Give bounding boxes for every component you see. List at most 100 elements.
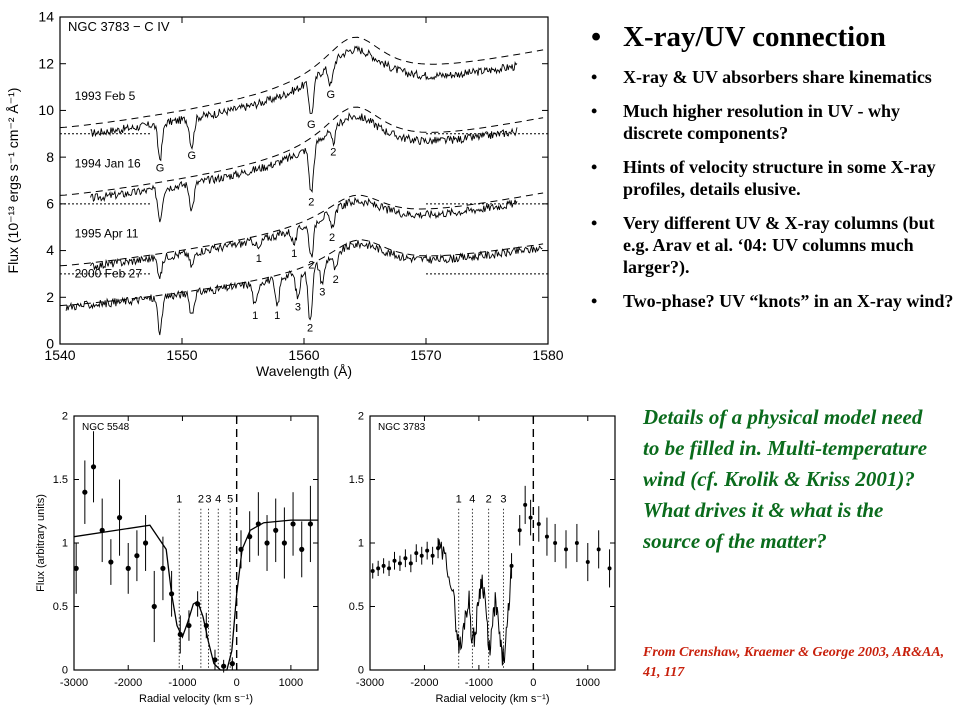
data-point — [281, 540, 287, 546]
epoch-label: 1994 Jan 16 — [75, 157, 141, 171]
component-label: 3 — [319, 286, 325, 298]
data-point — [596, 547, 601, 552]
data-point — [134, 553, 140, 559]
component-label: 2 — [308, 196, 314, 208]
continuum-fit-line — [59, 36, 544, 129]
component-label: G — [327, 89, 336, 101]
data-point — [255, 521, 261, 527]
data-point — [160, 565, 166, 571]
bullet-dot-icon: • — [591, 291, 598, 311]
component-label: G — [187, 150, 196, 162]
component-label: 1 — [291, 248, 297, 260]
data-point — [607, 566, 612, 571]
bullet-item: • Hints of velocity structure in some X-r… — [585, 156, 955, 200]
chart-title: NGC 3783 − C IV — [68, 19, 170, 34]
continuum-fit-line — [59, 192, 544, 267]
bullet-item: • Much higher resolution in UV - why disc… — [585, 100, 955, 144]
y-tick-label: 0 — [46, 336, 54, 352]
component-label: 2 — [486, 493, 492, 505]
data-point — [425, 548, 430, 553]
data-point — [142, 540, 149, 546]
data-point — [99, 527, 105, 533]
y-tick-label: 0.5 — [53, 601, 68, 613]
physical-model-note: Details of a physical model need to be f… — [643, 405, 928, 553]
data-point — [585, 560, 590, 565]
y-tick-label: 2 — [358, 411, 364, 423]
bullet-dot-icon: • — [591, 101, 598, 121]
continuum-fit-line — [59, 106, 544, 196]
y-tick-label: 10 — [38, 102, 54, 118]
bullet-item: • X-ray & UV absorbers share kinematics — [585, 66, 955, 88]
component-label: 3 — [500, 493, 506, 505]
data-point — [247, 534, 253, 540]
y-axis-label: Flux (10⁻¹³ ergs s⁻¹ cm⁻² Å⁻¹) — [5, 88, 21, 274]
component-label: 2 — [307, 323, 313, 335]
x-tick-label: 1000 — [279, 677, 303, 689]
x-tick-label: -2000 — [410, 677, 438, 689]
data-point — [169, 591, 175, 597]
chart-title: NGC 3783 — [378, 422, 426, 433]
data-point — [392, 558, 397, 563]
x-tick-label: -1000 — [465, 677, 493, 689]
component-label: 1 — [176, 493, 182, 505]
data-point — [125, 565, 131, 571]
data-point — [177, 631, 183, 638]
data-point — [229, 661, 235, 667]
y-tick-label: 1.5 — [349, 474, 364, 486]
y-tick-label: 4 — [46, 242, 54, 258]
data-point — [381, 563, 386, 568]
data-point — [90, 464, 97, 470]
spectrum-line — [65, 240, 543, 336]
bullet-list: • X-ray/UV connection • X-ray & UV absorbe… — [585, 20, 955, 324]
component-label: 3 — [205, 493, 211, 505]
x-axis-label: Radial velocity (km s⁻¹) — [436, 693, 550, 705]
x-tick-label: 1580 — [532, 347, 563, 363]
component-label: 2 — [333, 274, 339, 286]
citation: From Crenshaw, Kraemer & George 2003, AR… — [643, 645, 945, 680]
data-point — [419, 553, 424, 558]
y-tick-label: 1 — [358, 538, 364, 550]
bullet-text: X-ray & UV absorbers share kinematics — [623, 67, 932, 87]
y-tick-label: 14 — [38, 9, 54, 25]
data-point — [108, 559, 114, 565]
component-label: G — [307, 119, 316, 131]
x-tick-label: -3000 — [356, 677, 384, 689]
y-tick-label: 12 — [38, 55, 54, 71]
bullet-dot-icon: • — [591, 157, 598, 177]
data-point — [212, 657, 218, 663]
component-label: 1 — [252, 310, 258, 322]
y-tick-label: 0.5 — [349, 601, 364, 613]
data-trace-line — [437, 539, 512, 666]
data-point — [195, 601, 201, 607]
data-point — [553, 541, 558, 545]
heading-text: X-ray/UV connection — [623, 21, 886, 53]
bullet-dot-icon: • — [591, 21, 602, 53]
epoch-label: 2000 Feb 27 — [75, 266, 143, 280]
spectrum-line — [90, 196, 518, 280]
component-label: 2 — [329, 232, 335, 244]
bullet-item: • Two-phase? UV “knots” in an X-ray wind? — [585, 290, 955, 312]
x-tick-label: 1570 — [410, 347, 441, 363]
y-tick-label: 1.5 — [53, 474, 68, 486]
velocity-profiles-chart: -3000 -2000 -1000 0 1000 0 0.5 1 1.5 2 Radial velo… — [35, 411, 616, 705]
x-tick-label: 0 — [530, 677, 536, 689]
x-tick-label: 0 — [234, 677, 240, 689]
x-tick-label: 1560 — [288, 347, 319, 363]
data-point — [186, 622, 192, 629]
component-label: 1 — [274, 310, 280, 322]
x-tick-label: 1540 — [44, 347, 75, 363]
data-point — [436, 546, 441, 551]
data-point — [408, 561, 413, 566]
data-point — [387, 566, 392, 571]
data-point — [528, 515, 533, 520]
bullet-dot-icon: • — [591, 213, 598, 233]
data-point — [517, 528, 522, 533]
epoch-label: 1995 Apr 11 — [75, 227, 139, 241]
x-tick-label: -3000 — [60, 677, 88, 689]
data-point — [403, 556, 408, 561]
y-tick-label: 6 — [46, 196, 54, 212]
data-point — [82, 489, 88, 495]
y-tick-label: 0 — [358, 665, 364, 677]
y-axis-label: Flux (arbitrary units) — [35, 494, 47, 592]
